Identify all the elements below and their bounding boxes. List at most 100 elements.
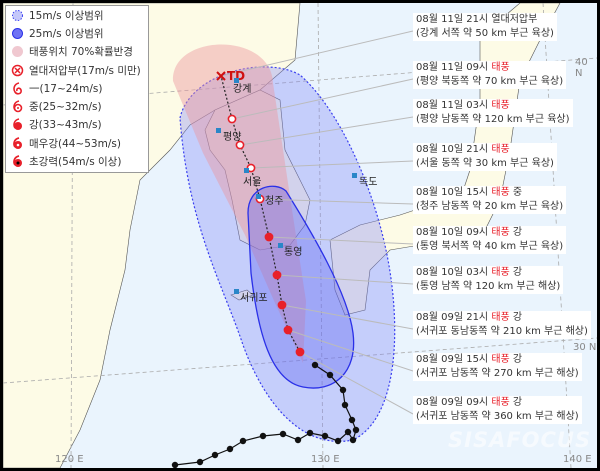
- forecast-intensity: 강: [512, 227, 523, 238]
- forecast-intensity: 강: [512, 397, 523, 408]
- forecast-time: 08월 10일 21시: [416, 144, 489, 155]
- forecast-time: 08월 09일 21시: [416, 312, 489, 323]
- land-korea: [204, 89, 311, 251]
- past-track-point: [171, 461, 179, 468]
- forecast-typhoon-icon: [272, 270, 282, 280]
- past-track-point: [348, 416, 356, 424]
- forecast-desc: (서귀포 남동쪽 약 270 km 부근 해상): [416, 368, 579, 379]
- forecast-time: 08월 11일 09시: [416, 62, 489, 73]
- legend-item: 태풍위치 70%확률반경: [6, 43, 148, 61]
- past-track-point: [279, 430, 287, 438]
- place-marker: [234, 78, 239, 83]
- typhoon-track-map: TD 강계 평양 서울 청주 통영 서귀포 독도 120 E 130 E 140…: [3, 3, 597, 468]
- forecast-desc: (서귀포 남동쪽 약 360 km 부근 해상): [416, 411, 579, 422]
- forecast-desc: (서귀포 동남동쪽 약 210 km 부근 해상): [416, 326, 588, 337]
- td-label: TD: [227, 69, 245, 83]
- lon-label-130: 130 E: [311, 454, 340, 465]
- forecast-typhoon-icon: [246, 163, 256, 173]
- place-dokdo: 독도: [359, 177, 378, 188]
- place-marker: [244, 168, 249, 173]
- legend-item: 중(25~32m/s): [6, 97, 148, 115]
- forecast-type: 열대저압부: [491, 14, 538, 25]
- forecast-label: 08월 10일 09시 태풍 강 (통영 북서쪽 약 40 km 부근 육상): [413, 226, 567, 254]
- legend-label: 매우강(44~53m/s): [29, 137, 121, 150]
- forecast-intensity: 강: [512, 312, 523, 323]
- typhoon-super-icon: [13, 155, 22, 168]
- legend-label: 태풍위치 70%확률반경: [29, 46, 133, 59]
- forecast-label: 08월 09일 15시 태풍 강 (서귀포 남동쪽 약 270 km 부근 해상): [413, 353, 582, 381]
- forecast-type: 태풍: [491, 312, 510, 323]
- forecast-typhoon-icon: [264, 232, 274, 242]
- lat-label-30: 30 N: [573, 342, 597, 353]
- forecast-type: 태풍: [491, 354, 510, 365]
- typhoon-medium-icon: [13, 100, 23, 113]
- forecast-points: [227, 114, 305, 357]
- forecast-label: 08월 11일 09시 태풍 (평양 북동쪽 약 70 km 부근 육상): [413, 61, 567, 89]
- forecast-time: 08월 11일 21시: [416, 14, 489, 25]
- legend-item: 25m/s 이상범위: [6, 24, 148, 42]
- typhoon-weak-icon: [13, 82, 22, 95]
- td-x-icon: [11, 64, 24, 76]
- forecast-intensity: 강: [512, 354, 523, 365]
- forecast-time: 08월 09일 15시: [416, 354, 489, 365]
- legend-label: 열대저압부(17m/s 미만): [29, 64, 141, 77]
- forecast-time: 08월 10일 09시: [416, 227, 489, 238]
- past-track-point: [306, 429, 314, 437]
- legend-item: 매우강(44~53m/s): [6, 134, 148, 152]
- leader-lines: [220, 30, 414, 415]
- pink-circle-icon: [12, 46, 23, 58]
- past-track-point: [196, 458, 204, 466]
- lon-label-140: 140 E: [563, 454, 592, 465]
- forecast-time: 08월 11일 03시: [416, 100, 489, 111]
- past-track-point: [352, 426, 360, 434]
- place-marker: [216, 128, 221, 133]
- forecast-type: 태풍: [491, 100, 510, 111]
- forecast-type: 태풍: [491, 397, 510, 408]
- past-track-point: [326, 371, 334, 379]
- forecast-time: 08월 09일 09시: [416, 397, 489, 408]
- past-track-point: [259, 432, 267, 440]
- past-track-point: [349, 436, 357, 444]
- typhoon-70pct-radius: [172, 44, 306, 363]
- forecast-track-line: [220, 75, 301, 353]
- past-track-point: [226, 445, 234, 453]
- past-track-point: [344, 428, 352, 436]
- past-track-point: [211, 451, 219, 459]
- legend-item: 강(33~43m/s): [6, 116, 148, 134]
- legend-item: 열대저압부(17m/s 미만): [6, 61, 148, 79]
- place-seogwipo: 서귀포: [240, 293, 268, 304]
- place-ganggye: 강계: [233, 84, 252, 95]
- legend-label: 一(17~24m/s): [29, 82, 103, 95]
- legend-label: 25m/s 이상범위: [29, 27, 104, 40]
- forecast-label: 08월 11일 03시 태풍 (평양 남동쪽 약 120 km 부근 육상): [413, 99, 573, 127]
- forecast-intensity: 강: [512, 267, 523, 278]
- forecast-label: 08월 09일 09시 태풍 강 (서귀포 남동쪽 약 360 km 부근 해상): [413, 396, 582, 424]
- past-track-point: [321, 432, 329, 440]
- forecast-desc: (통영 북서쪽 약 40 km 부근 육상): [416, 241, 564, 252]
- watermark: SISAFOCUS: [448, 428, 592, 452]
- wind-25ms-area: [247, 185, 355, 389]
- forecast-time: 08월 10일 15시: [416, 187, 489, 198]
- past-track-point: [341, 401, 349, 409]
- past-track-point: [294, 436, 302, 444]
- forecast-type: 태풍: [491, 267, 510, 278]
- legend-label: 중(25~32m/s): [29, 101, 102, 114]
- typhoon-strong-icon: [13, 118, 22, 131]
- forecast-desc: (서울 동쪽 약 30 km 부근 육상): [416, 158, 554, 169]
- forecast-type: 태풍: [491, 62, 510, 73]
- forecast-label: 08월 10일 21시 태풍 (서울 동쪽 약 30 km 부근 육상): [413, 143, 557, 171]
- forecast-time: 08월 10일 03시: [416, 267, 489, 278]
- forecast-desc: (평양 남동쪽 약 120 km 부근 육상): [416, 114, 570, 125]
- forecast-label: 08월 09일 21시 태풍 강 (서귀포 동남동쪽 약 210 km 부근 해상…: [413, 311, 591, 339]
- map-canvas: TD: [3, 3, 597, 468]
- forecast-label: 08월 10일 15시 태풍 중 (청주 남동쪽 약 20 km 부근 육상): [413, 186, 567, 214]
- legend-label: 15m/s 이상범위: [29, 9, 104, 22]
- forecast-intensity: 중: [512, 187, 523, 198]
- legend-item: 15m/s 이상범위: [6, 6, 148, 24]
- lat-label-40: 40 N: [575, 57, 588, 79]
- forecast-typhoon-icon: [295, 347, 305, 357]
- forecast-desc: (평양 북동쪽 약 70 km 부근 육상): [416, 76, 564, 87]
- forecast-label: 08월 10일 03시 태풍 강 (통영 남쪽 약 120 km 부근 해상): [413, 266, 564, 294]
- past-track-point: [239, 437, 247, 445]
- lon-label-120: 120 E: [55, 454, 84, 465]
